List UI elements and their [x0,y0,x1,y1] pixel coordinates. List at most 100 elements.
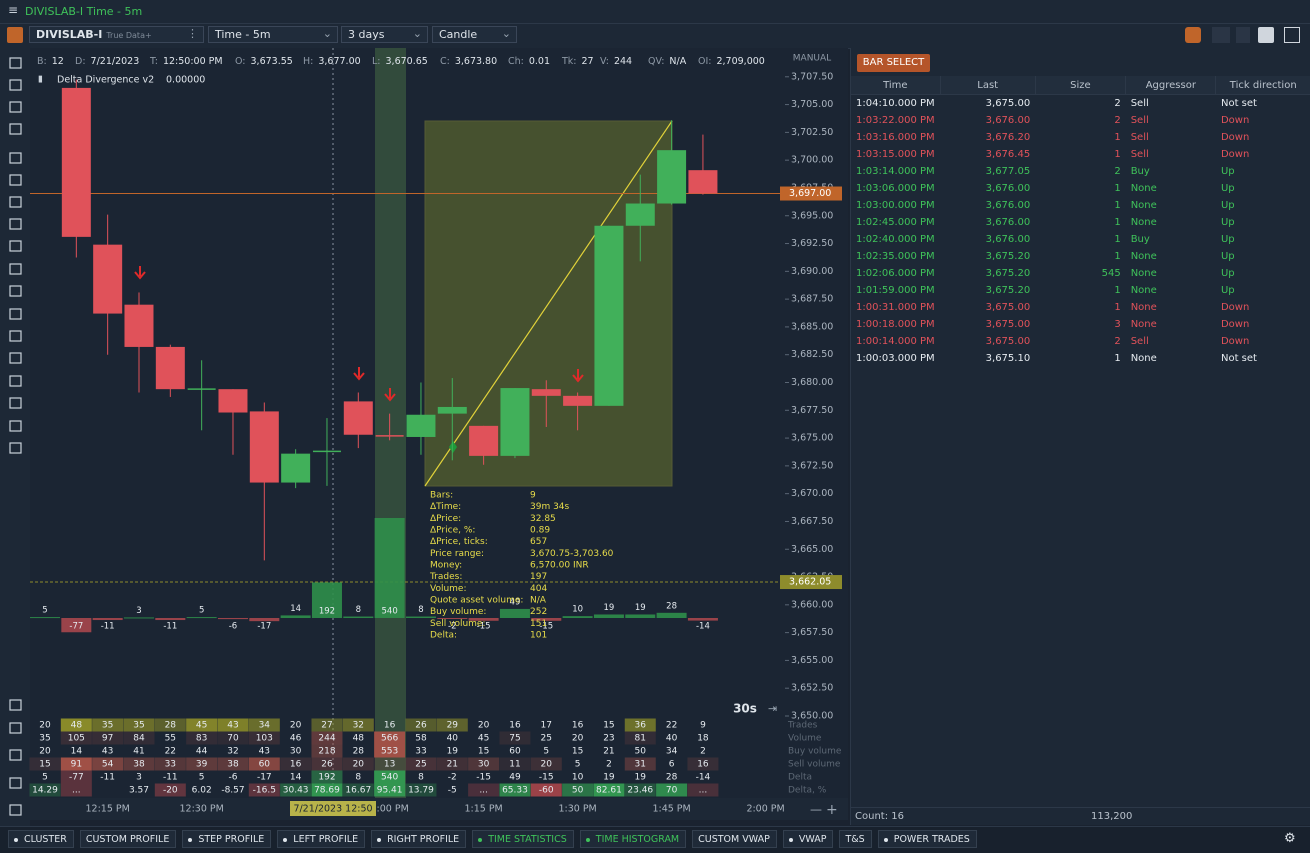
stat-cell: 9 [700,721,706,731]
tab[interactable]: CLUSTER [8,830,74,848]
trade-cell: 3,676.20 [985,132,1031,143]
info-item: QV: N/A [648,56,687,67]
stat-cell: 25 [415,760,426,770]
chart-type-dropdown[interactable]: Candle ⌄ [432,26,517,43]
tool-icon[interactable] [9,330,22,342]
tab[interactable]: T&S [839,830,872,848]
candle-body [93,244,123,314]
tab[interactable]: RIGHT PROFILE [371,830,467,848]
stat-cell: 50 [635,747,647,757]
delta-bar [249,618,280,622]
tool-icon[interactable] [9,218,22,230]
stat-cell-bg [248,718,280,732]
tab[interactable]: LEFT PROFILE [277,830,366,848]
stat-cell: 192 [318,773,335,783]
tool-icon[interactable] [9,57,22,69]
tab-label: CUSTOM VWAP [698,834,770,845]
trade-cell: 2 [1114,98,1121,109]
stat-cell-bg [186,731,218,745]
stat-cell: 20 [39,721,51,731]
selection-value: 0.89 [530,526,550,536]
trade-cell: 545 [1101,268,1121,279]
stat-cell: ... [72,786,81,796]
selection-value: N/A [530,596,547,606]
tool-icon[interactable] [9,420,22,432]
range-dropdown[interactable]: 3 days ⌄ [341,26,428,43]
toolbar-icon[interactable] [1212,27,1230,43]
timeframe-dropdown[interactable]: Time - 5m ⌄ [208,26,338,43]
trade-cell: 3,675.00 [985,319,1031,330]
y-tick-label: 3,657.50 [791,627,833,638]
tool-icon[interactable] [9,174,22,186]
tool-icon[interactable] [9,352,22,364]
axis-mode: MANUAL [793,54,831,64]
tool-icon[interactable] [9,196,22,208]
tab[interactable]: CUSTOM VWAP [692,830,777,848]
panel-toggle[interactable] [7,27,23,43]
delta-bar [687,618,718,621]
tool-icon[interactable] [9,152,22,164]
tool-icon[interactable] [9,285,22,297]
delta-bar-label: 19 [635,603,646,613]
tool-icon[interactable] [9,263,22,275]
instrument-selector[interactable]: DIVISLAB-I True Data+ ⋮ [29,26,204,43]
stat-cell-bg [624,718,656,732]
menu-button[interactable]: ≡ [8,3,19,17]
table-footer: Count: 16 113,200 [851,807,1310,826]
tab[interactable]: VWAP [782,830,834,848]
y-tick-label: 3,692.50 [791,238,833,249]
toolbar-icon[interactable] [1284,27,1300,43]
tool-icon[interactable] [9,749,22,761]
tool-icon[interactable] [9,308,22,320]
tool-icon[interactable] [9,375,22,387]
zoom-out[interactable]: — [810,803,822,817]
trade-cell: 3,676.45 [985,149,1031,160]
toolbar-icon[interactable] [1258,27,1274,43]
tool-icon[interactable] [9,777,22,789]
stat-cell: 41 [133,747,144,757]
tool-icon[interactable] [9,79,22,91]
stat-cell-bg [656,783,688,797]
stat-cell-bg [624,783,656,797]
trade-cell: Up [1220,251,1235,262]
toolbar-icon[interactable] [1236,27,1250,43]
tab[interactable]: POWER TRADES [877,830,977,848]
stat-row-label: Buy volume [788,747,842,757]
delta-bar [61,618,92,633]
tab[interactable]: CUSTOM PROFILE [79,830,177,848]
tool-icon[interactable] [9,804,22,816]
zoom-in[interactable]: + [826,802,838,818]
bar-select-button[interactable]: BAR SELECT [857,54,930,72]
stat-cell-bg [280,783,312,797]
stat-cell: 566 [381,734,398,744]
tab-dot [883,837,888,842]
scroll-end-icon[interactable]: ⇥ [768,702,777,715]
left-toolbar [0,48,30,826]
toolbar-icon[interactable] [1185,27,1201,43]
stat-cell-bg [311,757,343,771]
tool-icon[interactable] [9,699,22,711]
tool-icon[interactable] [9,442,22,454]
tab[interactable]: STEP PROFILE [182,830,272,848]
tab[interactable]: TIME HISTOGRAM [579,830,687,848]
stat-cell: 43 [227,721,238,731]
tool-icon[interactable] [9,722,22,734]
stat-cell: 22 [666,721,677,731]
trade-cell: 3,675.00 [985,336,1031,347]
delta-bar-label: 5 [42,606,47,616]
stat-cell: 44 [196,747,208,757]
stat-cell-bg [311,770,343,784]
tool-icon[interactable] [9,397,22,409]
trade-row: 1:03:14.000 PM 3,677.05 2 Buy Up [851,163,1310,180]
title-bar: ≡ DIVISLAB-I Time - 5m [0,0,1310,24]
trade-cell: None [1130,285,1157,296]
tool-icon[interactable] [9,240,22,252]
info-value: 12:50:00 PM [163,56,223,67]
trade-cell: 1:03:16.000 PM [856,132,935,143]
tab[interactable]: TIME STATISTICS [472,830,574,848]
tool-icon[interactable] [9,123,22,135]
delta-bar [217,618,248,620]
tool-icon[interactable] [9,101,22,113]
selection-label: ΔPrice: [430,514,461,524]
settings-icon[interactable]: ⚙ [1284,831,1296,846]
